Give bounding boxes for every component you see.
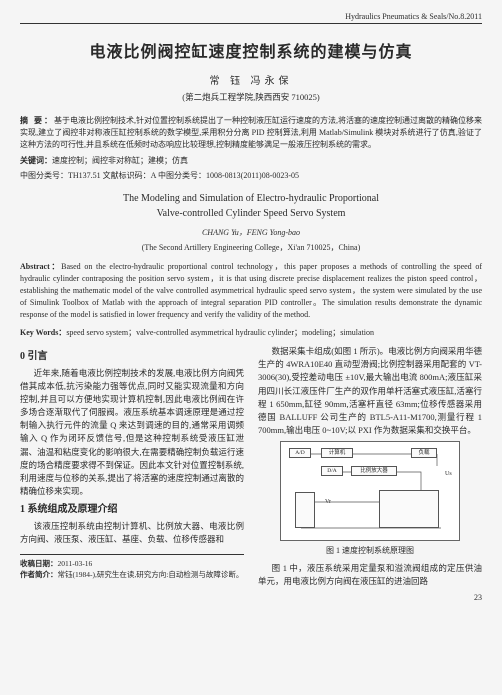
keywords-cn-text: 速度控制；阀控非对称缸；建模；仿真 bbox=[52, 156, 188, 165]
section-1-paragraph: 该液压控制系统由控制计算机、比例放大器、电液比例方向阀、液压泵、液压缸、基座、负… bbox=[20, 520, 244, 546]
keywords-english: Key Words：speed servo system；valve-contr… bbox=[20, 327, 482, 339]
abstract-cn-label: 摘 要： bbox=[20, 116, 54, 125]
section-0-heading: 0 引言 bbox=[20, 349, 244, 365]
footer-date-label: 收稿日期： bbox=[20, 559, 58, 568]
keywords-en-label: Key Words： bbox=[20, 328, 66, 337]
footer-date: 2011-03-16 bbox=[58, 559, 93, 568]
footer-bio: 常钰(1984-),研究生在读,研究方向:自动检测与故障诊断。 bbox=[58, 570, 244, 579]
title-en-line1: The Modeling and Simulation of Electro-h… bbox=[123, 193, 379, 204]
abstract-en-text: Based on the electro-hydraulic proportio… bbox=[20, 262, 482, 319]
classification-line: 中图分类号：TH137.51 文献标识码：A 中图分类号：1008-0813(2… bbox=[20, 170, 482, 181]
affiliation-chinese: (第二炮兵工程学院,陕西西安 710025) bbox=[20, 91, 482, 103]
diagram-wires-icon bbox=[281, 442, 461, 542]
authors-english: CHANG Yu，FENG Yong-bao bbox=[20, 227, 482, 238]
keywords-chinese: 关键词：速度控制；阀控非对称缸；建模；仿真 bbox=[20, 155, 482, 166]
right-col-paragraph-1: 数据采集卡组成(如图 1 所示)。电液比例方向阀采用华德生产的 4WRA10E4… bbox=[258, 345, 482, 437]
figure-1-caption: 图 1 速度控制系统原理图 bbox=[258, 545, 482, 557]
abstract-en-label: Abstract： bbox=[20, 262, 61, 271]
abstract-cn-text: 基于电液比例控制技术,针对位置控制系统提出了一种控制液压缸运行速度的方法,将活塞… bbox=[20, 116, 482, 149]
right-col-paragraph-2: 图 1 中，液压系统采用定量泵和溢流阀组成的定压供油单元，用电液比例方向阀在液压… bbox=[258, 562, 482, 588]
section-0-paragraph: 近年来,随着电液比例控制技术的发展,电液比例方向阀凭借其成本低,抗污染能力强等优… bbox=[20, 367, 244, 499]
affiliation-english: (The Second Artillery Engineering Colleg… bbox=[20, 242, 482, 253]
abstract-chinese: 摘 要：基于电液比例控制技术,针对位置控制系统提出了一种控制液压缸运行速度的方法… bbox=[20, 115, 482, 151]
two-column-body: 0 引言 近年来,随着电液比例控制技术的发展,电液比例方向阀凭借其成本低,抗污染… bbox=[20, 345, 482, 604]
section-1-heading: 1 系统组成及原理介绍 bbox=[20, 502, 244, 518]
title-english: The Modeling and Simulation of Electro-h… bbox=[20, 191, 482, 221]
footer-bio-label: 作者简介： bbox=[20, 570, 58, 579]
abstract-english: Abstract：Based on the electro-hydraulic … bbox=[20, 261, 482, 321]
left-column: 0 引言 近年来,随着电液比例控制技术的发展,电液比例方向阀凭借其成本低,抗污染… bbox=[20, 345, 244, 604]
keywords-cn-label: 关键词： bbox=[20, 156, 52, 165]
footer-block: 收稿日期：2011-03-16 作者简介：常钰(1984-),研究生在读,研究方… bbox=[20, 554, 244, 580]
page-number: 23 bbox=[258, 592, 482, 604]
figure-1-diagram: A/D 计算机 负载 D/A 比例放大器 Vr Us bbox=[280, 441, 460, 541]
title-chinese: 电液比例阀控缸速度控制系统的建模与仿真 bbox=[20, 38, 482, 62]
title-en-line2: Valve-controlled Cylinder Speed Servo Sy… bbox=[157, 208, 346, 219]
journal-header: Hydraulics Pneumatics & Seals/No.8.2011 bbox=[20, 12, 482, 24]
right-column: 数据采集卡组成(如图 1 所示)。电液比例方向阀采用华德生产的 4WRA10E4… bbox=[258, 345, 482, 604]
keywords-en-text: speed servo system；valve-controlled asym… bbox=[66, 328, 374, 337]
authors-chinese: 常 钰 冯永保 bbox=[20, 72, 482, 87]
